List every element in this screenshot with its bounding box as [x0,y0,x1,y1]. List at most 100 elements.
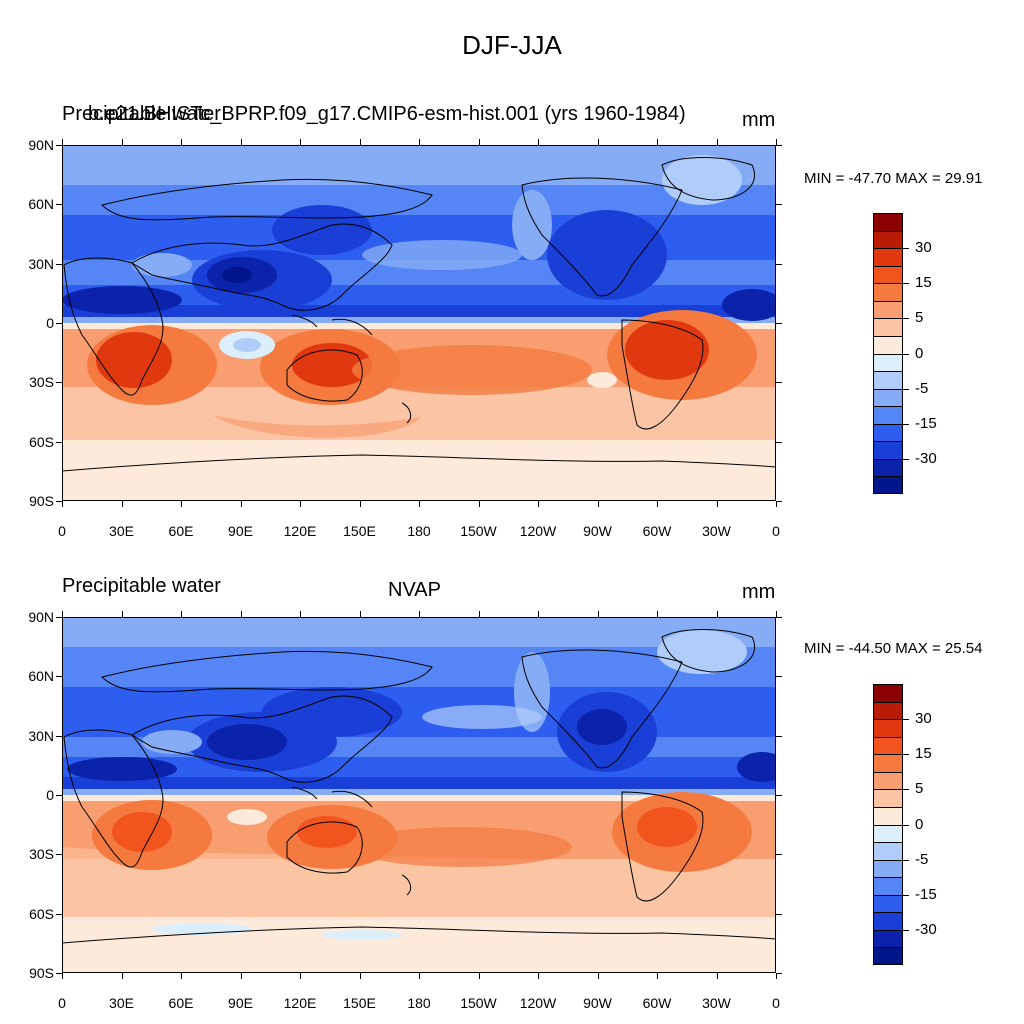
lat-tick [776,617,782,618]
colorbar-swatch [873,912,903,930]
lon-label: 180 [407,523,431,539]
colorbar-swatch [873,842,903,860]
lat-tick [56,204,62,206]
colorbar-tick [903,789,909,791]
lon-tick [597,611,599,617]
lon-tick [776,973,777,979]
min-max-label: MIN = -47.70 MAX = 29.91 [804,170,983,187]
main-title: DJF-JJA [462,30,562,60]
colorbar-swatch [873,476,903,494]
colorbar-swatch [873,771,903,790]
colorbar-swatch [873,371,903,389]
colorbar-swatch [873,423,903,442]
colorbar-swatch [873,929,903,948]
lon-label: 120W [519,995,557,1011]
lon-tick [359,973,361,979]
lon-tick [240,501,242,507]
colorbar-label: -15 [915,885,937,903]
lat-label: 60N [28,196,54,213]
lon-tick [597,501,599,507]
colorbar-swatch [873,947,903,965]
lat-tick [776,204,782,206]
colorbar-label: 30 [915,710,932,728]
panel-center-title: b.e21.BHISTc_BPRP.f09_g17.CMIP6-esm-hist… [88,103,686,125]
lat-tick [776,913,782,915]
lon-tick [121,611,123,617]
lon-tick [181,139,182,145]
lon-tick [359,501,361,507]
lat-tick [776,382,782,384]
lon-tick [62,501,63,507]
colorbar-tick [903,423,909,425]
lat-tick [56,441,62,443]
lon-tick [716,139,718,145]
lon-label: 120W [519,523,557,539]
min-max-label: MIN = -44.50 MAX = 25.54 [804,640,983,657]
colorbar-tick [903,458,909,460]
lon-tick [776,501,777,507]
lon-tick [597,973,599,979]
lon-tick [300,611,301,617]
colorbar-swatch [873,736,903,755]
colorbar-label: 30 [915,239,932,257]
panel-right-title: mm [742,109,776,131]
lon-tick [478,501,480,507]
contour-map [62,145,776,501]
colorbar-swatch [873,318,903,336]
lon-tick [240,973,242,979]
lon-label: 90E [228,523,253,539]
lon-label: 60W [642,995,672,1011]
colorbar-label: 15 [915,274,932,292]
colorbar-tick [903,894,909,896]
colorbar-label: -5 [915,379,929,397]
lon-label: 120E [283,995,317,1011]
lat-tick [776,973,782,974]
lon-tick [657,973,658,979]
colorbar-swatch [873,230,903,249]
lon-tick [657,611,658,617]
colorbar-swatch [873,719,903,737]
colorbar-swatch [873,406,903,424]
lon-tick [657,139,658,145]
lat-label: 90S [29,493,54,509]
colorbar-tick [903,719,909,721]
lat-tick [56,735,62,737]
colorbar [873,213,903,494]
colorbar-label: -30 [915,920,937,938]
lon-tick [776,611,777,617]
lon-label: 60E [168,995,194,1011]
lat-tick [56,263,62,265]
panel-right-title: mm [742,581,776,603]
lon-tick [716,611,718,617]
lon-tick [359,611,361,617]
colorbar-swatch [873,806,903,825]
contour-map [62,617,776,973]
colorbar-swatch [873,824,903,843]
colorbar-swatch [873,265,903,284]
lat-label: 30N [28,255,54,272]
lon-tick [181,611,182,617]
lat-label: 30N [28,727,54,744]
lat-tick [56,145,62,146]
colorbar-label: -30 [915,449,937,467]
colorbar-swatch [873,789,903,807]
lat-tick [56,973,62,974]
lon-tick [300,501,301,507]
lon-tick [538,973,539,979]
lon-label: 30W [702,523,731,539]
lon-tick [419,501,420,507]
colorbar-label: 0 [915,815,924,833]
lon-label: 150E [343,995,376,1011]
lat-label: 30S [29,374,54,391]
lat-tick [776,854,782,856]
lon-tick [776,139,777,145]
lon-tick [478,973,480,979]
lon-tick [300,139,301,145]
colorbar-swatch [873,859,903,878]
lon-tick [597,139,599,145]
lon-tick [538,139,539,145]
lon-label: 0 [772,995,780,1011]
lat-tick [56,854,62,856]
lon-label: 30E [109,995,134,1011]
lat-tick [56,913,62,915]
